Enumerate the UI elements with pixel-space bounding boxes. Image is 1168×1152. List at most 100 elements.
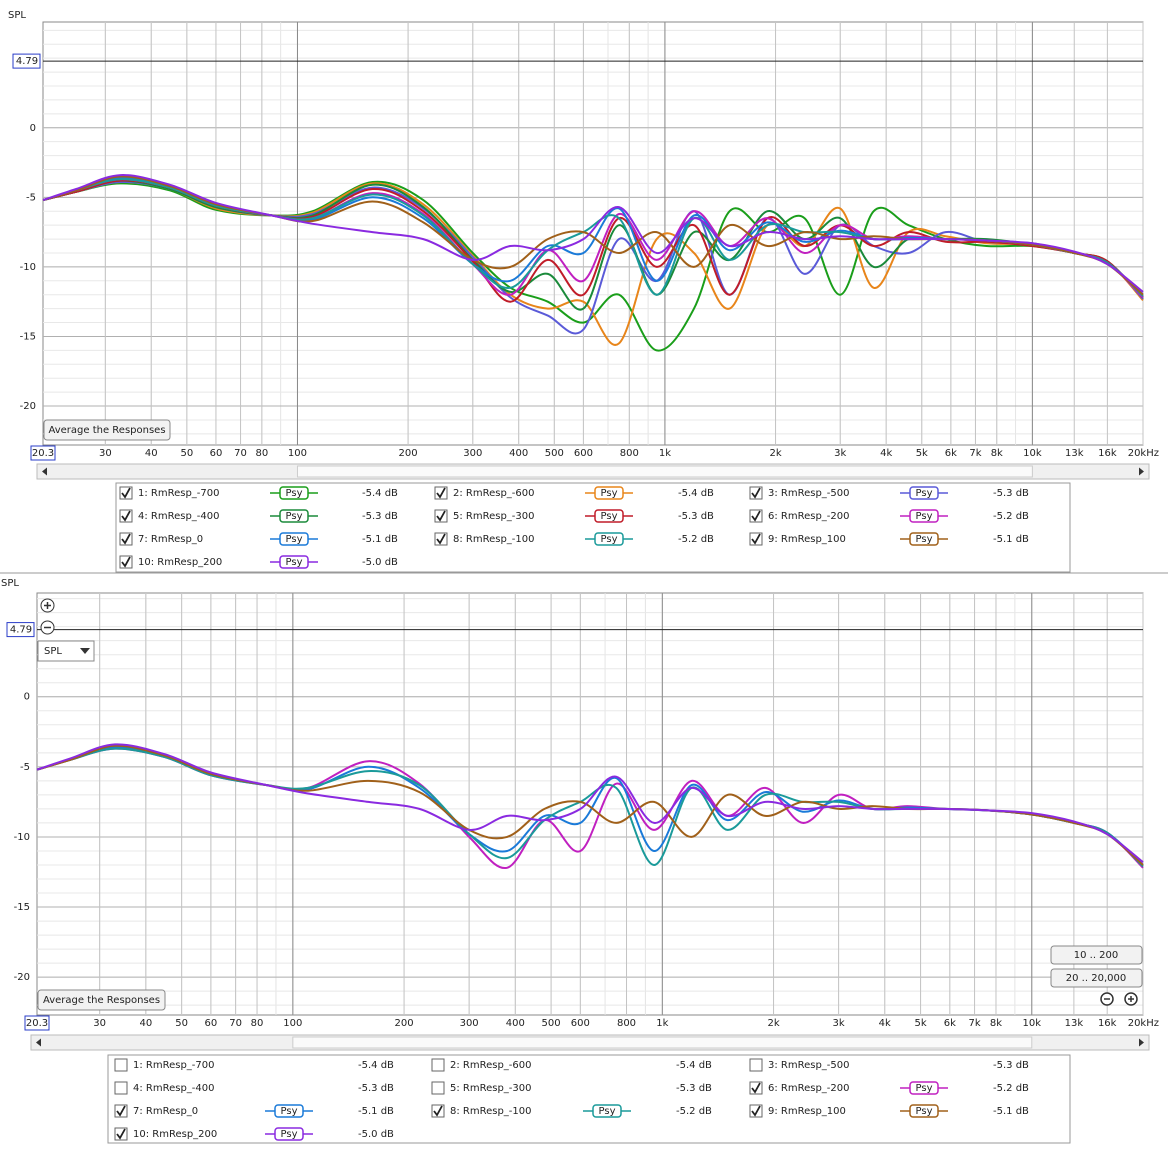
x-tick-label: 30 [93, 1018, 106, 1029]
legend-name: 3: RmResp_-500 [768, 1060, 850, 1071]
legend-badge[interactable] [594, 486, 624, 500]
x-tick-label: 2k [767, 1018, 779, 1029]
x-tick-label: 60 [205, 1018, 218, 1029]
range-button[interactable] [1050, 945, 1143, 965]
legend-name: 3: RmResp_-500 [768, 488, 850, 499]
legend-badge[interactable] [909, 486, 939, 500]
y-tick-label: -10 [14, 832, 30, 843]
legend-badge[interactable] [909, 509, 939, 523]
legend-checkbox[interactable] [114, 1058, 128, 1072]
x-tick-label: 300 [463, 448, 482, 459]
x-tick-label: 10k [1023, 448, 1042, 459]
x-tick-label: 300 [460, 1018, 479, 1029]
x-tick-label: 7k [969, 448, 981, 459]
cursor-box [12, 53, 41, 69]
legend-badge[interactable] [274, 1127, 304, 1141]
legend-check [751, 487, 761, 499]
x-tick-label: 8k [991, 448, 1003, 459]
legend-badge[interactable] [594, 532, 624, 546]
legend-badge[interactable] [909, 1081, 939, 1095]
scrollbar-thumb[interactable] [292, 1036, 1033, 1049]
average-button[interactable] [37, 989, 166, 1011]
legend-check [436, 533, 446, 545]
y-axis-label: SPL [1, 578, 19, 589]
x-tick-label: 20kHz [1128, 448, 1159, 459]
legend-check [116, 1105, 126, 1117]
legend-check [116, 1128, 126, 1140]
legend-badge-label: Psy [601, 511, 618, 522]
y-tick-label: 0 [24, 692, 30, 703]
legend-value: -5.3 dB [993, 1060, 1029, 1071]
range-button-label: 20 .. 20,000 [1066, 973, 1126, 984]
scroll-right-arrow[interactable] [1139, 1038, 1144, 1047]
legend-value: -5.1 dB [993, 1106, 1029, 1117]
x-tick-label: 100 [283, 1018, 302, 1029]
legend-checkbox[interactable] [749, 1058, 763, 1072]
legend-name: 7: RmResp_0 [133, 1106, 198, 1117]
legend-name: 6: RmResp_-200 [768, 1083, 850, 1094]
x-tick-label: 6k [945, 448, 957, 459]
x-start-label: 20.3 [32, 448, 54, 459]
legend-check [751, 1082, 761, 1094]
legend-badge-label: Psy [601, 488, 618, 499]
legend-badge-label: Psy [601, 534, 618, 545]
legend-badge[interactable] [279, 486, 309, 500]
legend-check [436, 510, 446, 522]
legend-badge-label: Psy [286, 488, 303, 499]
legend-badge[interactable] [594, 509, 624, 523]
legend-badge[interactable] [592, 1104, 622, 1118]
legend-badge[interactable] [279, 555, 309, 569]
x-tick-label: 5k [914, 1018, 926, 1029]
legend-check [433, 1105, 443, 1117]
legend-name: 8: RmResp_-100 [450, 1106, 532, 1117]
scroll-left-arrow[interactable] [36, 1038, 41, 1047]
x-tick-label: 60 [210, 448, 223, 459]
selector-arrow [80, 648, 90, 654]
legend-name: 1: RmResp_-700 [138, 488, 220, 499]
plot-area [42, 21, 1144, 446]
x-tick-label: 5k [916, 448, 928, 459]
legend-badge-label: Psy [286, 511, 303, 522]
legend-badge-label: Psy [916, 488, 933, 499]
scrollbar-thumb[interactable] [296, 465, 1033, 478]
average-button-label: Average the Responses [48, 425, 165, 436]
x-tick-label: 8k [990, 1018, 1002, 1029]
x-tick-label: 3k [833, 1018, 845, 1029]
legend-badge-label: Psy [286, 557, 303, 568]
x-start-box [30, 445, 56, 461]
x-tick-label: 16k [1098, 448, 1117, 459]
x-tick-label: 4k [880, 448, 892, 459]
scroll-left-arrow[interactable] [42, 467, 47, 476]
y-tick-label: 0 [30, 123, 36, 134]
x-tick-label: 70 [229, 1018, 242, 1029]
legend-name: 5: RmResp_-300 [450, 1083, 532, 1094]
x-tick-label: 16k [1098, 1018, 1117, 1029]
zoom-in-glyph [44, 602, 51, 609]
x-tick-label: 40 [139, 1018, 152, 1029]
selector-box[interactable] [37, 640, 95, 662]
legend-name: 6: RmResp_-200 [768, 511, 850, 522]
legend-check [121, 510, 131, 522]
cursor-label: 4.79 [16, 56, 38, 67]
legend-checkbox[interactable] [431, 1081, 445, 1095]
average-button[interactable] [43, 419, 171, 441]
legend-value: -5.3 dB [993, 488, 1029, 499]
scroll-right-arrow[interactable] [1139, 467, 1144, 476]
legend-badge[interactable] [279, 509, 309, 523]
x-tick-label: 2k [769, 448, 781, 459]
x-tick-label: 4k [879, 1018, 891, 1029]
legend-checkbox[interactable] [114, 1081, 128, 1095]
x-tick-label: 400 [509, 448, 528, 459]
legend-checkbox[interactable] [431, 1058, 445, 1072]
legend-badge[interactable] [909, 532, 939, 546]
legend-badge[interactable] [279, 532, 309, 546]
legend-badge-label: Psy [916, 1083, 933, 1094]
legend-value: -5.4 dB [678, 488, 714, 499]
range-button[interactable] [1050, 968, 1143, 988]
legend-badge-label: Psy [916, 511, 933, 522]
x-tick-label: 800 [617, 1018, 636, 1029]
legend-badge[interactable] [274, 1104, 304, 1118]
x-tick-label: 200 [399, 448, 418, 459]
legend-badge[interactable] [909, 1104, 939, 1118]
